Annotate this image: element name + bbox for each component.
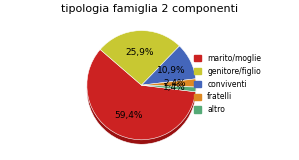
Text: 25,9%: 25,9% (126, 48, 154, 57)
Title: tipologia famiglia 2 componenti: tipologia famiglia 2 componenti (61, 4, 238, 14)
Wedge shape (141, 85, 196, 92)
Text: 59,4%: 59,4% (114, 111, 142, 120)
Wedge shape (141, 50, 196, 90)
Wedge shape (87, 54, 196, 144)
Wedge shape (141, 46, 196, 85)
Wedge shape (100, 35, 179, 90)
Legend: marito/moglie, genitore/figlio, conviventi, fratelli, altro: marito/moglie, genitore/figlio, conviven… (192, 52, 263, 116)
Text: 2,4%: 2,4% (163, 79, 185, 88)
Wedge shape (141, 83, 196, 92)
Wedge shape (141, 90, 196, 96)
Text: 10,9%: 10,9% (157, 66, 185, 75)
Wedge shape (87, 49, 196, 140)
Text: 1,4%: 1,4% (163, 83, 185, 92)
Wedge shape (141, 79, 196, 87)
Wedge shape (100, 31, 179, 85)
